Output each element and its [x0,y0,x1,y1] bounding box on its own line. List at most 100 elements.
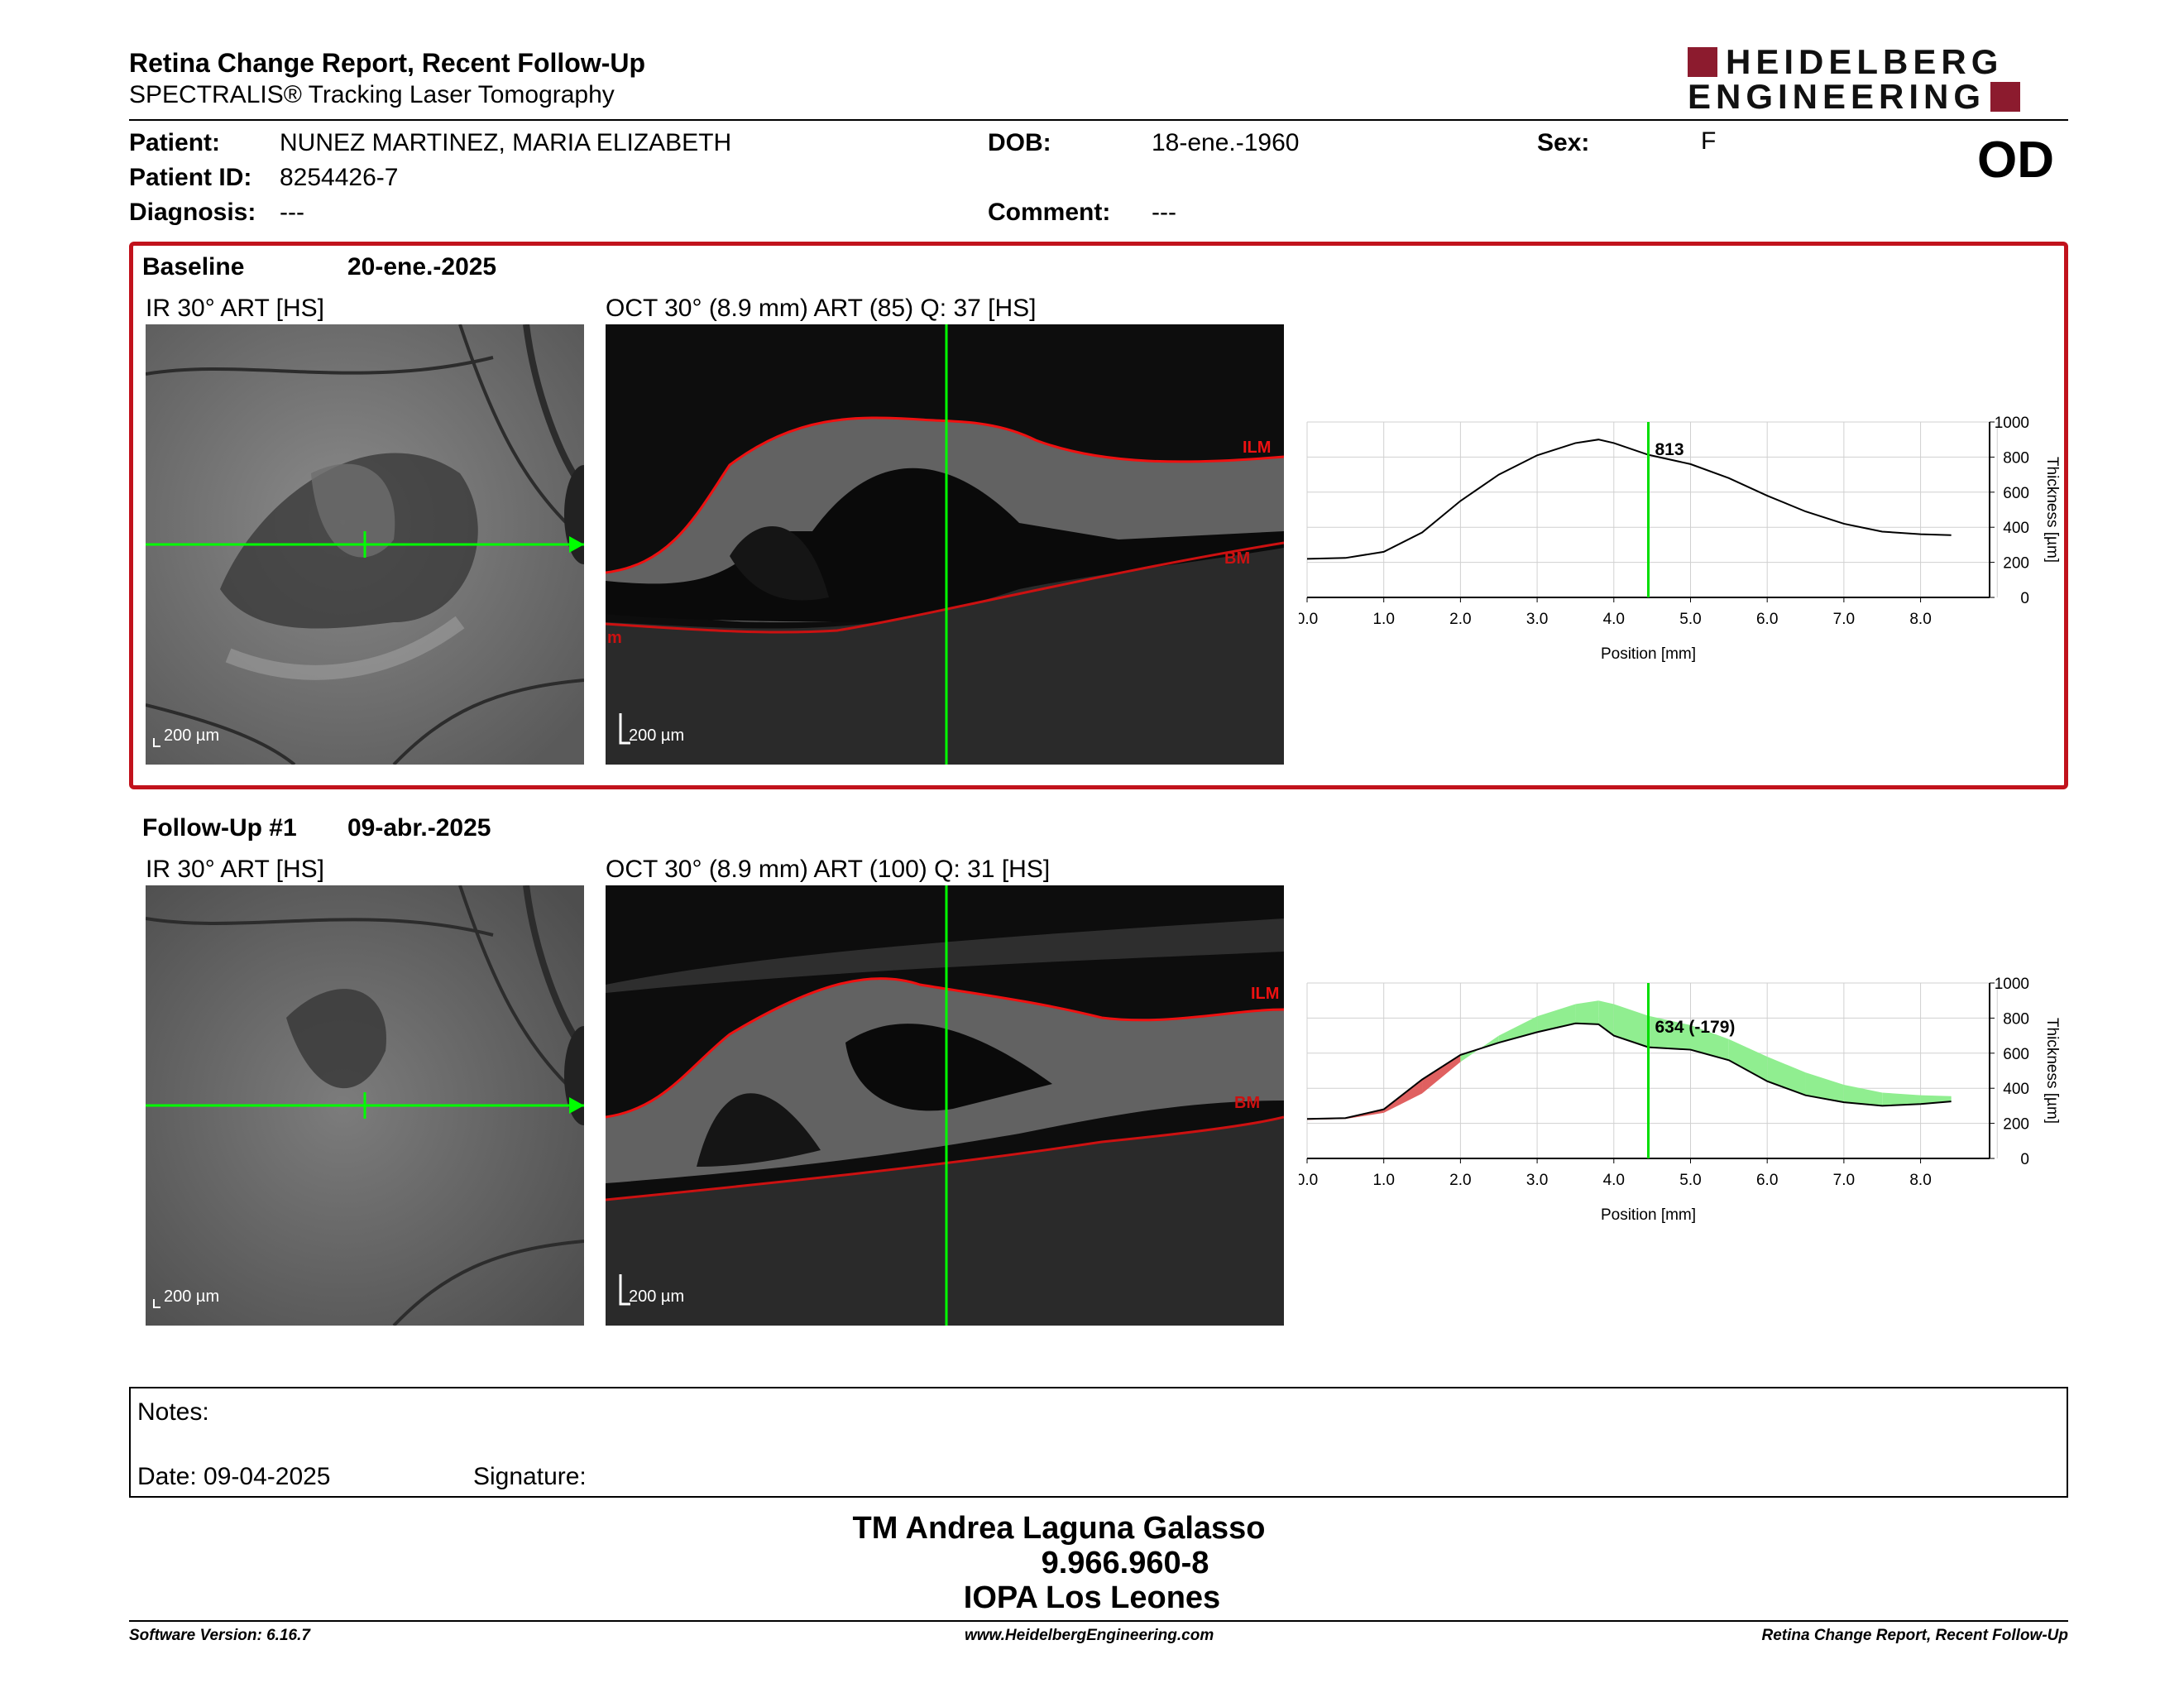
report-title: Retina Change Report, Recent Follow-Up [129,48,646,78]
baseline-date: 20-ene.-2025 [347,253,497,281]
y-axis-label: Thickness [µm] [2043,1018,2061,1124]
diagnosis-label: Diagnosis: [129,199,256,226]
difference-area [1575,1000,1599,1024]
baseline-ir-image: 200 µm [146,324,584,765]
notes-label: Notes: [137,1398,209,1426]
x-tick-label: 3.0 [1526,1172,1548,1189]
x-tick-label: 7.0 [1833,611,1855,628]
signer-id: 9.966.960-8 [1041,1546,1209,1580]
sex-value: F [1701,127,1717,155]
patient-label: Patient: [129,129,221,156]
logo-square-icon [1990,82,2021,112]
x-tick-label: 2.0 [1449,611,1471,628]
scale-bar-label: 200 µm [164,727,220,745]
bm-label-left: m [607,629,622,647]
x-axis-label: Position [mm] [1601,645,1696,663]
marker-value-label: 813 [1655,440,1684,459]
heidelberg-logo: HEIDELBERG ENGINEERING [1688,45,2068,114]
x-tick-label: 4.0 [1603,1172,1625,1189]
followup-date: 09-abr.-2025 [347,814,491,842]
patient-id: 8254426-7 [280,164,399,191]
ilm-label: ILM [1243,439,1272,457]
eye-indicator: OD [1977,132,2054,189]
baseline-label: Baseline [142,253,245,281]
difference-area [1498,1016,1538,1043]
y-tick-label: 600 [2003,1046,2029,1063]
x-tick-label: 1.0 [1372,611,1394,628]
baseline-series-line [1306,439,1952,560]
dob-value: 18-ene.-1960 [1152,129,1300,156]
y-tick-label: 0 [2020,590,2029,607]
x-tick-label: 5.0 [1679,1172,1701,1189]
baseline-thickness-chart: 0.0 1.0 2.0 3.0 4.0 5.0 6.0 7.0 8.0 0 200 400 600 800… [1299,415,2061,663]
difference-area [1648,1015,1691,1050]
comment-value: --- [1152,199,1176,226]
baseline-panel [129,242,2068,789]
followup-label: Follow-Up #1 [142,814,297,842]
bm-label: BM [1224,549,1251,568]
followup-ir-label: IR 30° ART [HS] [146,856,324,883]
x-tick-label: 5.0 [1679,611,1701,628]
baseline-oct-image: ILM BM m 200 µm [606,324,1284,765]
scale-bar-label: 200 µm [164,1288,220,1306]
difference-area [1882,1092,1921,1106]
x-tick-label: 6.0 [1756,611,1778,628]
difference-area [1767,1057,1806,1096]
difference-area [1690,1024,1729,1061]
y-tick-label: 600 [2003,485,2029,502]
difference-area [1805,1072,1844,1103]
patient-name: NUNEZ MARTINEZ, MARIA ELIZABETH [280,129,732,156]
y-tick-label: 1000 [1995,415,2029,432]
x-tick-label: 0.0 [1299,1172,1318,1189]
y-tick-label: 400 [2003,1081,2029,1098]
x-tick-label: 8.0 [1909,611,1931,628]
scale-bar-label: 200 µm [629,727,685,745]
difference-area [1613,1004,1649,1048]
y-tick-label: 800 [2003,449,2029,467]
footer-divider [129,1620,2068,1622]
followup-oct-label: OCT 30° (8.9 mm) ART (100) Q: 31 [HS] [606,856,1051,883]
x-tick-label: 3.0 [1526,611,1548,628]
y-tick-label: 400 [2003,520,2029,537]
followup-ir-image: 200 µm [146,885,584,1326]
patient-id-label: Patient ID: [129,164,252,191]
software-version: Software Version: 6.16.7 [129,1627,310,1644]
sex-label: Sex: [1537,129,1590,156]
y-tick-label: 800 [2003,1010,2029,1028]
notes-date: Date: 09-04-2025 [137,1463,331,1490]
signer-name: TM Andrea Laguna Galasso [852,1511,1266,1546]
bm-label: BM [1234,1094,1261,1112]
followup-series-line [1306,1022,1952,1120]
y-tick-label: 200 [2003,555,2029,573]
diagnosis-value: --- [280,199,304,226]
website-link[interactable]: www.HeidelbergEngineering.com [965,1627,1214,1644]
comment-label: Comment: [988,199,1111,226]
x-tick-label: 8.0 [1909,1172,1931,1189]
difference-area [1843,1084,1883,1106]
header-divider [129,119,2068,121]
y-axis-label: Thickness [µm] [2043,457,2061,563]
difference-area [1422,1054,1461,1094]
x-tick-label: 0.0 [1299,611,1318,628]
ilm-label: ILM [1251,985,1280,1003]
x-tick-label: 6.0 [1756,1172,1778,1189]
notes-box: Notes: Date: 09-04-2025 Signature: [129,1387,2068,1498]
difference-area [1728,1038,1768,1081]
y-tick-label: 1000 [1995,976,2029,993]
x-axis-label: Position [mm] [1601,1206,1696,1224]
followup-oct-image: ILM BM 200 µm [606,885,1284,1326]
signature-label: Signature: [473,1463,587,1490]
footer-report-name: Retina Change Report, Recent Follow-Up [1761,1627,2068,1644]
followup-thickness-chart: 0.0 1.0 2.0 3.0 4.0 5.0 6.0 7.0 8.0 0 200 400 600 800… [1299,976,2061,1224]
dob-label: DOB: [988,129,1051,156]
x-tick-label: 1.0 [1372,1172,1394,1189]
marker-value-label: 634 (-179) [1655,1018,1736,1037]
y-tick-label: 0 [2020,1151,2029,1168]
scale-bar-label: 200 µm [629,1288,685,1306]
x-tick-label: 2.0 [1449,1172,1471,1189]
baseline-ir-label: IR 30° ART [HS] [146,295,324,322]
signer-org: IOPA Los Leones [963,1580,1221,1615]
x-tick-label: 7.0 [1833,1172,1855,1189]
x-tick-label: 4.0 [1603,611,1625,628]
logo-square-icon [1688,47,1717,77]
